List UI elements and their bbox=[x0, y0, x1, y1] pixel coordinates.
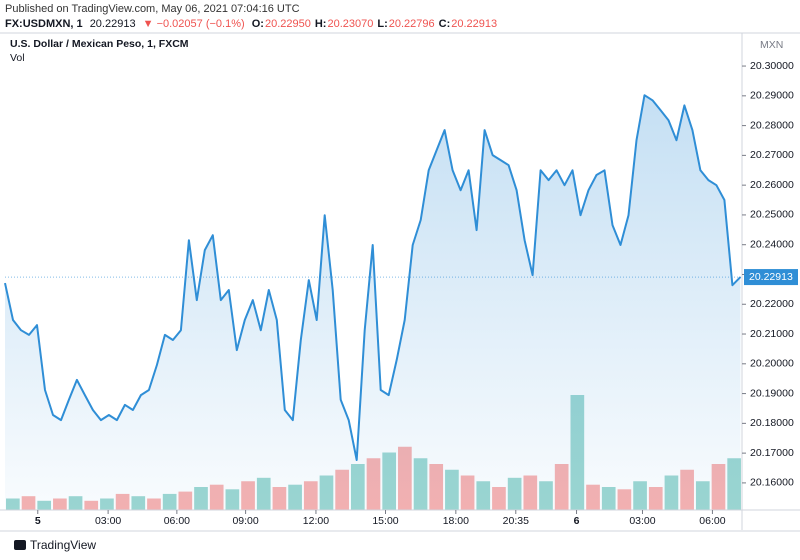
x-tick-label: 03:00 bbox=[95, 515, 121, 527]
legend-volume: Vol bbox=[10, 52, 25, 64]
y-tick-label: 20.24000 bbox=[750, 238, 794, 250]
last-price-box bbox=[744, 269, 798, 286]
brand[interactable]: TradingView bbox=[30, 538, 96, 552]
y-tick-label: 20.20000 bbox=[750, 358, 794, 370]
published-note: Published on TradingView.com, May 06, 20… bbox=[5, 3, 300, 15]
y-tick-label: 20.18000 bbox=[750, 417, 794, 429]
y-tick-label: 20.30000 bbox=[750, 60, 794, 72]
ohlc-value: 20.22796 bbox=[388, 18, 435, 30]
x-tick-label: 12:00 bbox=[303, 515, 329, 527]
x-tick-label: 06:00 bbox=[164, 515, 190, 527]
ohlc-label: H: bbox=[314, 18, 327, 30]
y-tick-label: 20.25000 bbox=[750, 209, 794, 221]
last-price: 20.22913 bbox=[89, 18, 136, 30]
y-tick-label: 20.19000 bbox=[750, 387, 794, 399]
price-line bbox=[4, 94, 742, 461]
x-tick-label: 20:35 bbox=[503, 515, 529, 527]
y-tick-label: 20.22000 bbox=[750, 298, 794, 310]
x-tick-label: 06:00 bbox=[699, 515, 725, 527]
ohlc-value: 20.23070 bbox=[327, 18, 374, 30]
legend-title: U.S. Dollar / Mexican Peso, 1, FXCM bbox=[10, 38, 189, 50]
symbol-bar: FX:USDMXN, 1 20.22913 ▼ −0.02057 (−0.1%)… bbox=[5, 18, 505, 30]
ohlc-label: C: bbox=[438, 18, 451, 30]
x-tick-label: 03:00 bbox=[629, 515, 655, 527]
y-tick-label: 20.21000 bbox=[750, 328, 794, 340]
x-tick-label: 5 bbox=[35, 515, 41, 527]
y-tick-label: 20.16000 bbox=[750, 477, 794, 489]
area bbox=[5, 95, 741, 510]
ohlc-value: 20.22950 bbox=[264, 18, 311, 30]
currency: MXN bbox=[760, 39, 783, 51]
x-tick-label: 15:00 bbox=[372, 515, 398, 527]
ohlc: O:20.22950 H:20.23070 L:20.22796 C:20.22913 bbox=[252, 18, 501, 30]
change: ▼ −0.02057 (−0.1%) bbox=[142, 18, 245, 30]
x-tick-label: 09:00 bbox=[232, 515, 258, 527]
symbol: FX:USDMXN, 1 bbox=[5, 18, 83, 30]
x-tick-label: 6 bbox=[574, 515, 580, 527]
y-tick-label: 20.29000 bbox=[750, 90, 794, 102]
x-tick-label: 18:00 bbox=[443, 515, 469, 527]
y-tick-label: 20.27000 bbox=[750, 149, 794, 161]
brand-logo bbox=[14, 540, 26, 550]
ohlc-label: O: bbox=[251, 18, 264, 30]
y-tick-label: 20.26000 bbox=[750, 179, 794, 191]
y-tick-label: 20.17000 bbox=[750, 447, 794, 459]
y-tick-label: 20.28000 bbox=[750, 119, 794, 131]
ohlc-value: 20.22913 bbox=[451, 18, 498, 30]
ohlc-label: L: bbox=[377, 18, 388, 30]
last-price-label: 20.22913 bbox=[749, 271, 793, 283]
